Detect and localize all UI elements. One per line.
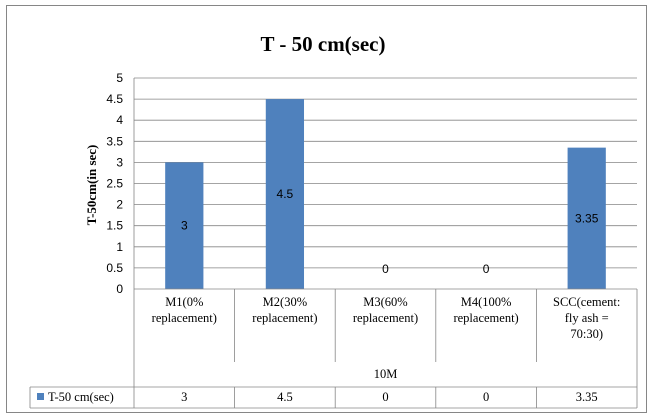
legend-swatch	[37, 393, 44, 400]
data-label: 3	[181, 219, 188, 233]
chart-title: T - 50 cm(sec)	[261, 32, 386, 56]
group-label: 10M	[374, 367, 398, 381]
bar	[165, 162, 204, 289]
y-tick-label: 2	[116, 198, 123, 212]
y-tick-label: 3	[116, 155, 123, 169]
category-label: M1(0% replacement)	[152, 295, 217, 325]
y-tick-label: 3.5	[106, 134, 123, 148]
data-label: 4.5	[277, 187, 294, 201]
y-axis-label: T-50cm(in sec)	[84, 145, 99, 226]
table-value-cell: 0	[483, 390, 489, 404]
bar	[567, 147, 606, 289]
bar	[265, 99, 305, 289]
y-tick-label: 1.5	[106, 219, 123, 233]
table-value-cell: 3	[181, 390, 187, 404]
y-tick-label: 1	[116, 240, 123, 254]
chart-frame	[6, 5, 647, 413]
category-label: SCC(cement: fly ash = 70:30)	[553, 295, 620, 341]
data-label: 3.35	[575, 211, 599, 225]
y-tick-label: 4	[116, 113, 123, 127]
y-tick-label: 0	[116, 282, 123, 296]
data-label: 0	[483, 262, 490, 276]
category-label: M3(60% replacement)	[353, 295, 418, 325]
y-tick-label: 5	[116, 71, 123, 85]
table-value-cell: 0	[382, 390, 388, 404]
table-value-cell: 4.5	[277, 390, 293, 404]
category-label: M2(30% replacement)	[252, 295, 317, 325]
legend-label: T-50 cm(sec)	[48, 390, 114, 404]
data-label: 0	[382, 262, 389, 276]
y-tick-label: 4.5	[106, 92, 123, 106]
y-tick-label: 0.5	[106, 261, 123, 275]
category-label: M4(100% replacement)	[453, 295, 518, 325]
table-value-cell: 3.35	[576, 390, 598, 404]
y-tick-label: 2.5	[106, 177, 123, 191]
